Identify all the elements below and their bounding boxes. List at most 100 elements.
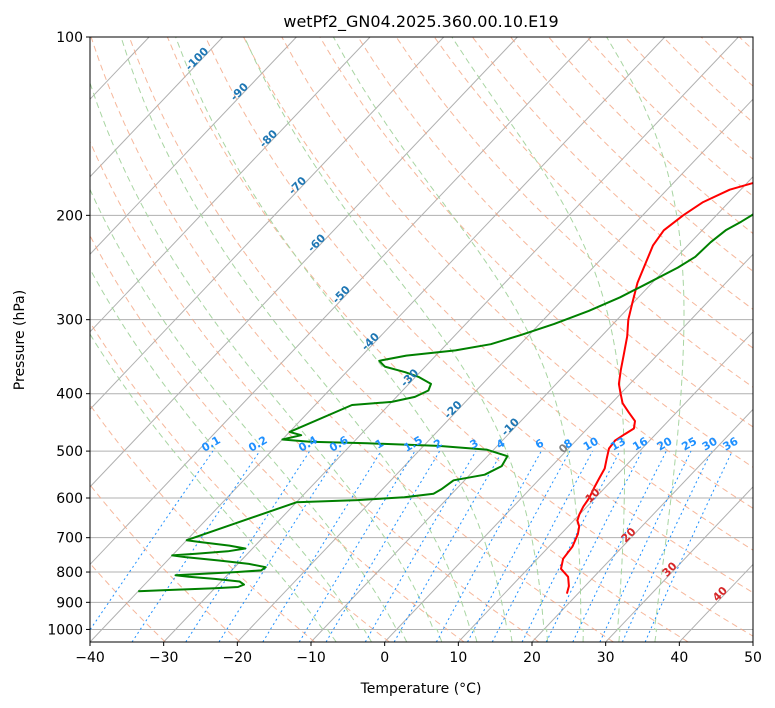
dry-adiabat-line (90, 234, 465, 642)
x-axis-label: Temperature (°C) (360, 681, 482, 697)
isotherm-label: -100 (183, 44, 212, 73)
isotherm-label: -90 (228, 80, 251, 103)
y-tick-label: 700 (56, 531, 83, 547)
dry-adiabat-line (586, 37, 753, 197)
mixing-ratio-label: 6 (533, 436, 546, 451)
mixing-ratio-line (435, 450, 542, 642)
isotherm-label: 40 (710, 584, 730, 604)
mixing-ratio-line (521, 450, 621, 642)
dewpoint-profile-line (138, 213, 753, 593)
dry-adiabat-line (319, 37, 753, 468)
isotherm-label: -50 (330, 283, 353, 306)
isotherm-line (457, 331, 753, 642)
dry-adiabat-line (433, 37, 753, 349)
moist-adiabat-line (175, 37, 513, 642)
isotherm-label: -40 (359, 330, 382, 353)
y-axis: 100 200 300 400 500 600 700 800 900 1000 (47, 30, 90, 638)
dry-adiabat-line (510, 37, 753, 272)
x-tick-label: 10 (449, 650, 467, 666)
isotherm-line (678, 563, 753, 642)
isotherm-line (90, 37, 297, 256)
y-tick-label: 1000 (47, 622, 83, 638)
y-tick-label: 400 (56, 387, 83, 403)
mixing-ratio-line (393, 450, 503, 642)
plot-frame (89, 36, 754, 643)
moist-adiabat-line (451, 37, 625, 642)
x-tick-label: 30 (597, 650, 615, 666)
dry-adiabat-line (281, 37, 753, 509)
mixing-ratio-line (467, 450, 571, 642)
mixing-ratio-line (599, 450, 692, 642)
moist-adiabat-line (90, 333, 337, 642)
moist-adiabat-line (90, 267, 372, 642)
isotherm-line (90, 37, 592, 566)
isotherm-label: -70 (286, 174, 309, 197)
mixing-ratio-line (131, 450, 261, 642)
isotherm-label: -20 (441, 398, 464, 421)
dry-adiabat-line (472, 37, 753, 310)
mixing-ratio-line (364, 450, 477, 642)
x-axis: −40 −30 −20 −10 0 10 20 30 40 50 (75, 642, 762, 666)
dry-adiabat-line (662, 37, 753, 124)
isotherm-label: -60 (305, 231, 328, 254)
x-tick-label: −40 (75, 650, 105, 666)
dry-adiabat-line (90, 321, 390, 642)
x-tick-label: −10 (296, 650, 326, 666)
isotherm-label: -80 (257, 127, 280, 150)
dry-adiabat-line (128, 37, 689, 642)
background-lines (0, 37, 753, 642)
x-tick-label: 50 (744, 650, 762, 666)
dry-adiabat-line (90, 37, 614, 642)
isotherm-line (90, 37, 371, 333)
isotherm-line (163, 37, 739, 642)
moist-adiabat-line (120, 37, 478, 642)
x-tick-label: −30 (149, 650, 179, 666)
dry-adiabat-line (90, 140, 540, 642)
isotherm-line (236, 98, 753, 642)
mixing-ratio-line (185, 450, 311, 642)
mixing-ratio-line (545, 450, 643, 642)
y-axis-label: Pressure (hPa) (12, 290, 28, 390)
dry-adiabat-line (90, 483, 241, 642)
isotherm-label: 20 (619, 525, 639, 545)
dry-adiabat-line (90, 404, 316, 642)
moist-adiabat-line (243, 37, 548, 642)
y-tick-label: 200 (56, 208, 83, 224)
dry-adiabat-line (205, 37, 753, 594)
dry-adiabat-line (395, 37, 753, 388)
mixing-ratio-line (262, 450, 382, 642)
in-plot-labels: 0.1 0.2 0.4 0.6 1 1.5 2 3 4 6 8 10 13 16 20 25 30 36-100-… (183, 44, 741, 604)
y-tick-label: 300 (56, 313, 83, 329)
mixing-ratio-label: 2 (431, 437, 444, 452)
dry-adiabat-line (738, 37, 753, 51)
isotherm-line (384, 253, 753, 642)
mixing-ratio-line (325, 450, 441, 642)
moist-adiabat-line (332, 37, 584, 642)
mixing-ratio-line (644, 450, 733, 642)
x-tick-label: −20 (223, 650, 253, 666)
isotherm-label: -30 (398, 366, 421, 389)
isotherm-line (310, 176, 753, 642)
dry-adiabat-line (166, 37, 753, 637)
isotherm-line (90, 37, 224, 178)
mixing-ratio-line (491, 450, 594, 642)
y-tick-label: 800 (56, 565, 83, 581)
mixing-ratio-line (572, 450, 667, 642)
x-tick-label: 0 (380, 650, 389, 666)
isotherm-line (605, 486, 753, 642)
isotherm-line (90, 37, 666, 642)
x-tick-label: 40 (670, 650, 688, 666)
x-tick-label: 20 (523, 650, 541, 666)
isotherm-line (90, 37, 445, 411)
profile-lines (138, 181, 753, 594)
moist-adiabat-line (90, 81, 443, 642)
chart-title: wetPf2_GN04.2025.360.00.10.E19 (283, 12, 558, 32)
y-tick-label: 500 (56, 444, 83, 460)
isotherm-line (531, 408, 753, 642)
moist-adiabat-line (606, 37, 685, 642)
mixing-ratio-line (298, 450, 416, 642)
isotherm-line (0, 37, 2, 642)
y-tick-label: 600 (56, 491, 83, 507)
isotherm-line (90, 37, 518, 488)
